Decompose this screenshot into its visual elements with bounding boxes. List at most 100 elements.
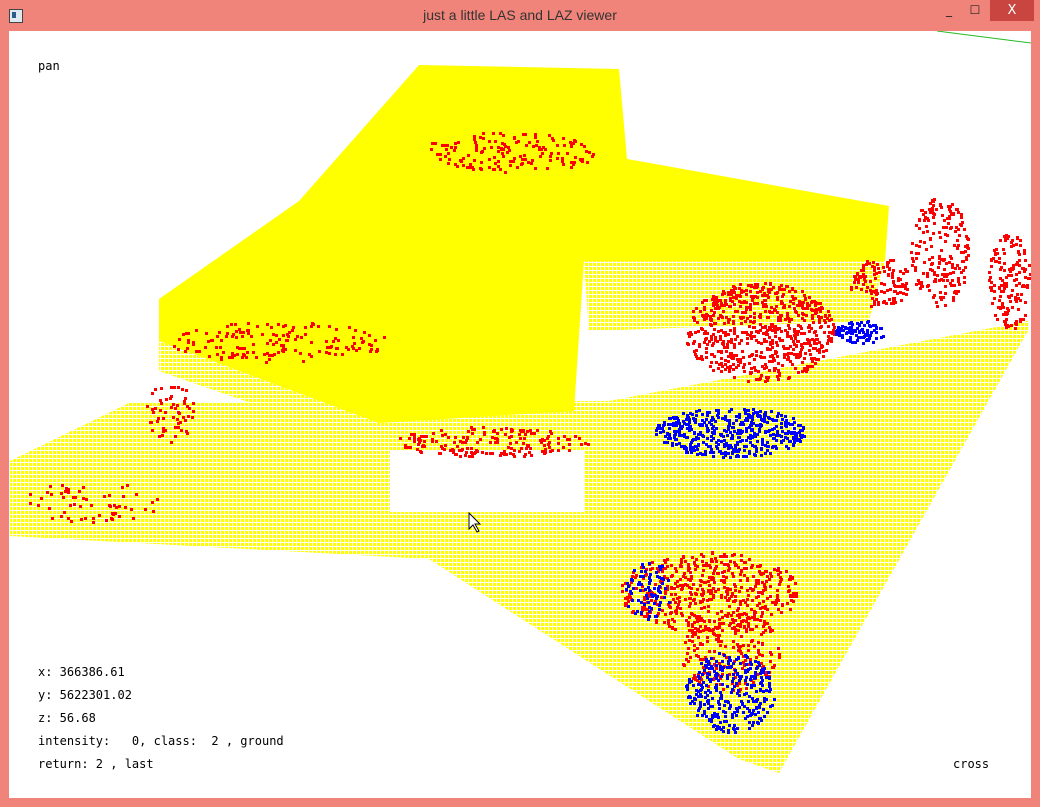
lidar-point [866,260,869,263]
lidar-point [742,316,745,319]
lidar-point [753,312,756,315]
lidar-point [1005,326,1008,329]
lidar-point [997,306,1000,309]
lidar-point [670,587,673,590]
lidar-point [737,455,740,458]
lidar-point [707,610,710,613]
lidar-point [763,583,766,586]
lidar-point [770,410,773,413]
lidar-point [479,136,482,139]
lidar-point [953,284,956,287]
lidar-point [712,314,715,317]
lidar-point [995,260,998,263]
lidar-point [573,161,576,164]
lidar-point [173,386,176,389]
lidar-point [51,517,54,520]
lidar-point [751,296,754,299]
lidar-point [694,678,697,681]
lidar-point [363,331,366,334]
lidar-point [413,433,416,436]
lidar-point [749,678,752,681]
window-title: just a little LAS and LAZ viewer [423,7,617,23]
lidar-point [657,587,660,590]
lidar-point [711,344,714,347]
lidar-point [745,301,748,304]
lidar-point [702,564,705,567]
lidar-point [769,585,772,588]
lidar-point [488,158,491,161]
lidar-point [742,711,745,714]
lidar-point [705,418,708,421]
lidar-point [497,150,500,153]
lidar-point [753,366,756,369]
lidar-point [640,583,643,586]
lidar-point [1013,279,1016,282]
lidar-point [446,144,449,147]
app-icon[interactable] [9,9,23,23]
lidar-point [957,290,960,293]
lidar-point [667,619,670,622]
lidar-point [704,451,707,454]
lidar-point [1011,239,1014,242]
lidar-point [767,288,770,291]
lidar-point [709,315,712,318]
lidar-point [725,555,728,558]
lidar-point [850,329,853,332]
lidar-point [776,344,779,347]
lidar-point [556,157,559,160]
lidar-point [192,402,195,405]
lidar-point [935,208,938,211]
lidar-point [682,575,685,578]
lidar-point [448,158,451,161]
lidar-point [827,335,830,338]
lidar-point [941,214,944,217]
lidar-point [118,505,121,508]
lidar-point [787,317,790,320]
lidar-point [470,426,473,429]
lidar-point [1016,237,1019,240]
lidar-point [750,337,753,340]
lidar-point [897,277,900,280]
lidar-point [939,203,942,206]
lidar-point [187,339,190,342]
lidar-point [761,326,764,329]
lidar-point [795,595,798,598]
lidar-point [666,585,669,588]
lidar-point [757,579,760,582]
lidar-point [767,316,770,319]
lidar-point [791,287,794,290]
lidar-point [705,347,708,350]
lidar-point [471,166,474,169]
minimize-button[interactable]: _ [946,3,952,17]
maximize-button[interactable]: ☐ [969,3,981,17]
lidar-point [177,422,180,425]
close-button[interactable]: X [990,0,1034,21]
lidar-point [228,356,231,359]
lidar-point [636,610,639,613]
lidar-point [962,269,965,272]
lidar-point [738,682,741,685]
lidar-point [640,612,643,615]
lidar-point [152,411,155,414]
lidar-point [92,517,95,520]
lidar-point [777,608,780,611]
lidar-point [740,322,743,325]
lidar-point [707,660,710,663]
lidar-point [1007,309,1010,312]
lidar-point [154,388,157,391]
lidar-point [1009,300,1012,303]
lidar-point [751,564,754,567]
lidar-point [998,286,1001,289]
lidar-point [639,575,642,578]
lidar-point [876,263,879,266]
lidar-point [871,265,874,268]
lidar-point [716,572,719,575]
lidar-point [728,597,731,600]
intensity-class-readout: intensity: 0, class: 2 , ground [38,734,284,748]
lidar-point [178,338,181,341]
lidar-point [268,354,271,357]
lidar-point [780,422,783,425]
lidar-point [683,664,686,667]
lidar-point [637,583,640,586]
point-cloud-viewport[interactable]: pan x: 366386.61 y: 5622301.02 z: 56.68 … [9,31,1031,798]
